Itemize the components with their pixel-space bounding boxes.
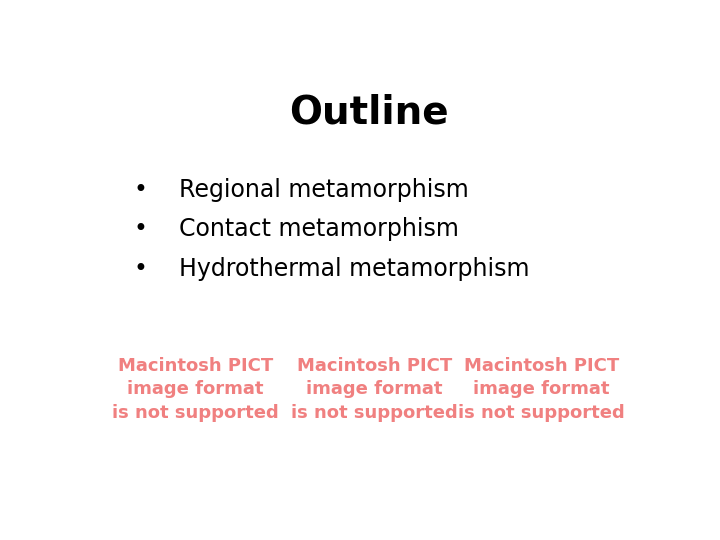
Text: Macintosh PICT
image format
is not supported: Macintosh PICT image format is not suppo… (112, 356, 279, 422)
Text: •: • (133, 217, 147, 241)
Text: Hydrothermal metamorphism: Hydrothermal metamorphism (179, 256, 530, 281)
Text: Outline: Outline (289, 94, 449, 132)
Text: Macintosh PICT
image format
is not supported: Macintosh PICT image format is not suppo… (291, 356, 458, 422)
Text: •: • (133, 178, 147, 201)
Text: •: • (133, 256, 147, 281)
Text: Contact metamorphism: Contact metamorphism (179, 217, 459, 241)
Text: Regional metamorphism: Regional metamorphism (179, 178, 469, 201)
Text: Macintosh PICT
image format
is not supported: Macintosh PICT image format is not suppo… (459, 356, 625, 422)
